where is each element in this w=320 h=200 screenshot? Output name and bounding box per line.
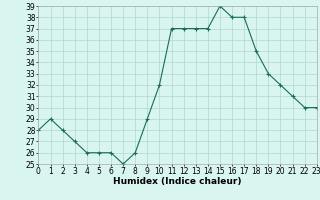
X-axis label: Humidex (Indice chaleur): Humidex (Indice chaleur) (113, 177, 242, 186)
